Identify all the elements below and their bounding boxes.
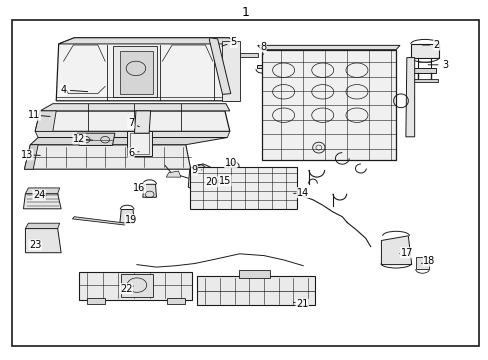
Polygon shape [87,298,105,304]
Polygon shape [405,58,414,137]
Polygon shape [142,184,156,197]
Text: 17: 17 [400,248,412,258]
Polygon shape [24,145,38,169]
Polygon shape [188,164,215,193]
Text: 7: 7 [128,118,134,128]
Polygon shape [35,111,229,131]
Polygon shape [24,145,190,169]
Text: 3: 3 [441,60,447,70]
Text: 12: 12 [73,134,85,144]
Text: 22: 22 [120,284,132,294]
Polygon shape [209,38,230,94]
Text: 16: 16 [133,183,145,193]
Text: 11: 11 [28,110,41,120]
Polygon shape [261,50,395,160]
Polygon shape [212,176,224,184]
Polygon shape [129,133,149,154]
Text: 1: 1 [241,6,249,19]
Text: 20: 20 [204,177,217,187]
Polygon shape [35,111,56,131]
Text: 14: 14 [296,188,309,198]
Polygon shape [79,272,191,300]
Polygon shape [196,276,315,305]
Polygon shape [134,111,150,133]
Text: 9: 9 [191,165,197,175]
Polygon shape [415,257,428,269]
Polygon shape [222,41,239,101]
Polygon shape [189,167,297,209]
Polygon shape [256,65,267,68]
Polygon shape [72,217,126,225]
Polygon shape [35,131,229,138]
Text: 21: 21 [295,299,308,309]
Polygon shape [120,210,134,223]
Polygon shape [167,298,184,304]
Text: 15: 15 [218,176,231,186]
Polygon shape [25,188,60,194]
Polygon shape [40,104,229,111]
Text: 6: 6 [128,148,134,158]
Polygon shape [59,38,239,44]
Polygon shape [30,138,227,145]
Polygon shape [257,45,399,50]
Polygon shape [411,79,437,82]
Polygon shape [23,194,61,209]
Polygon shape [166,171,181,177]
Text: 2: 2 [433,40,439,50]
Text: 23: 23 [29,240,41,250]
Text: 10: 10 [224,158,237,168]
Text: 8: 8 [260,42,265,52]
Polygon shape [120,51,152,94]
Text: 19: 19 [124,215,137,225]
Polygon shape [239,53,258,57]
Polygon shape [25,223,60,229]
Text: 5: 5 [230,37,236,48]
Polygon shape [127,131,151,156]
Text: 18: 18 [422,256,435,266]
Polygon shape [113,46,157,97]
Text: 24: 24 [33,190,45,200]
Text: 4: 4 [61,85,66,95]
Text: 13: 13 [20,150,33,160]
Polygon shape [77,133,115,145]
Polygon shape [238,270,269,278]
Polygon shape [25,229,61,253]
Polygon shape [121,274,152,297]
Polygon shape [56,38,239,101]
Polygon shape [410,44,438,58]
Polygon shape [412,68,435,73]
Polygon shape [381,236,411,265]
